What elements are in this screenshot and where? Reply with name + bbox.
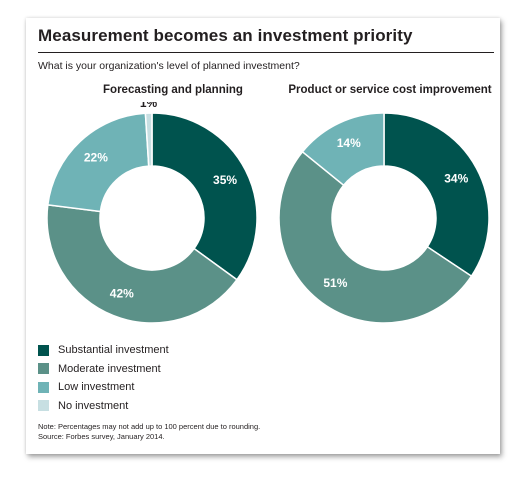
data-label-1-0: 34%: [444, 171, 468, 185]
legend-swatch: [38, 363, 49, 375]
footnote: Note: Percentages may not add up to 100 …: [38, 422, 260, 442]
legend-label: Substantial investment: [58, 344, 169, 357]
data-label-1-1: 51%: [323, 276, 347, 290]
donut-chart-cost-improvement: 34% 51% 14%: [278, 112, 490, 324]
legend-label: No investment: [58, 399, 129, 412]
legend-item-substantial: Substantial investment: [38, 341, 169, 360]
chart-title-cost-improvement: Product or service cost improvement: [288, 84, 492, 96]
legend-item-none: No investment: [38, 397, 169, 416]
legend-swatch: [38, 381, 49, 393]
donut-slice-0-0: [151, 112, 258, 281]
donut-slice-1-2: [301, 112, 385, 187]
infographic-card: Measurement becomes an investment priori…: [26, 18, 500, 454]
donut-slice-1-1: [278, 150, 473, 324]
donut-slice-0-3: [144, 112, 153, 167]
data-label-0-1: 42%: [110, 286, 134, 300]
donut-chart-forecasting: 35% 42% 22% 1%: [46, 102, 258, 324]
legend-label: Low investment: [58, 381, 135, 394]
data-label-0-0: 35%: [213, 173, 237, 187]
legend-item-low: Low investment: [38, 378, 169, 397]
data-label-0-3: 1%: [140, 102, 158, 110]
survey-question: What is your organization's level of pla…: [38, 60, 300, 72]
data-label-1-2: 14%: [337, 136, 361, 150]
source-note: Source: Forbes survey, January 2014.: [38, 432, 165, 441]
rounding-note: Note: Percentages may not add up to 100 …: [38, 422, 261, 431]
legend-label: Moderate investment: [58, 362, 161, 375]
data-label-0-2: 22%: [84, 150, 108, 164]
donut-slice-0-2: [46, 112, 150, 213]
chart-title-forecasting: Forecasting and planning: [103, 84, 243, 96]
chart-legend: Substantial investment Moderate investme…: [38, 341, 169, 415]
donut-slice-1-0: [383, 112, 490, 278]
legend-swatch: [38, 344, 49, 356]
legend-item-moderate: Moderate investment: [38, 360, 169, 379]
legend-swatch: [38, 400, 49, 412]
donut-slice-0-1: [46, 204, 238, 324]
title-divider: [38, 52, 494, 53]
page-title: Measurement becomes an investment priori…: [38, 26, 413, 45]
